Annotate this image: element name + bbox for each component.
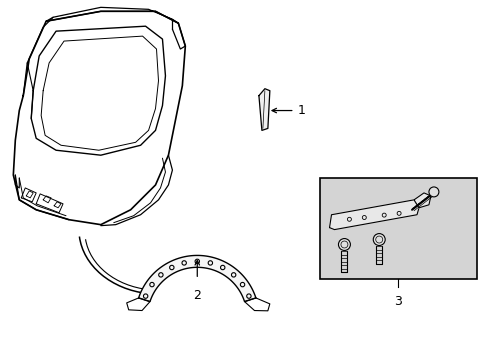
Polygon shape: [329, 200, 418, 230]
Circle shape: [372, 234, 385, 246]
Circle shape: [428, 187, 438, 197]
Circle shape: [338, 239, 350, 251]
Text: 1: 1: [297, 104, 305, 117]
Text: 2: 2: [193, 289, 201, 302]
Polygon shape: [258, 89, 269, 130]
Polygon shape: [413, 193, 430, 208]
Text: 3: 3: [393, 295, 401, 308]
Polygon shape: [139, 256, 255, 302]
Bar: [319, 178, 476, 279]
